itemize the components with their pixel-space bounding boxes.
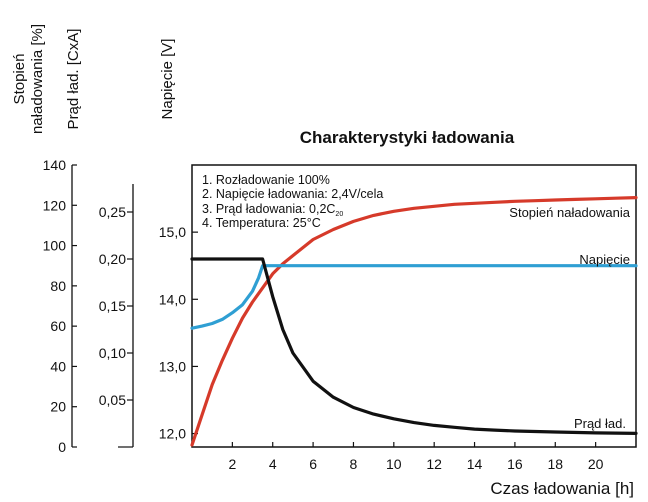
voltage-axis: 12,0 13,0 14,0 15,0 (159, 224, 198, 442)
voltage-tick-label: 13,0 (159, 358, 186, 374)
charge-tick-label: 140 (43, 157, 67, 173)
current-tick-label: 0,10 (99, 345, 126, 361)
note-3-subscript: 20 (335, 211, 343, 218)
x-tick-label: 16 (507, 456, 523, 472)
charge-axis-title-line2: naładowania [%] (29, 24, 46, 134)
x-axis: 2 4 6 8 10 12 14 16 18 20 (228, 442, 604, 472)
current-tick-label: 0,25 (99, 204, 126, 220)
current-axis: 0,05 0,10 0,15 0,20 0,25 (99, 184, 134, 448)
charge-tick-label: 120 (43, 197, 67, 213)
x-tick-label: 14 (467, 456, 483, 472)
note-3-text: 3. Prąd ładowania: 0,2C (202, 202, 335, 216)
charge-axis: 0 20 40 60 80 100 120 140 (43, 157, 77, 455)
charge-tick-label: 80 (50, 278, 66, 294)
x-tick-label: 10 (386, 456, 402, 472)
series-line-voltage (190, 264, 638, 330)
charge-tick-label: 40 (50, 358, 66, 374)
x-axis-title: Czas ładowania [h] (490, 479, 634, 498)
charge-tick-label: 20 (50, 399, 66, 415)
charge-tick-label: 60 (50, 318, 66, 334)
current-tick-label: 0,20 (99, 251, 126, 267)
series-line-current (190, 257, 638, 435)
current-tick-label: 0,15 (99, 298, 126, 314)
x-tick-label: 2 (228, 456, 236, 472)
current-axis-title: Prąd ład. [CxA] (65, 29, 82, 130)
voltage-tick-label: 14,0 (159, 291, 186, 307)
x-tick-label: 8 (350, 456, 358, 472)
chart-notes: 1. Rozładowanie 100% 2. Napięcie ładowan… (202, 173, 383, 230)
x-tick-label: 20 (588, 456, 604, 472)
voltage-tick-label: 12,0 (159, 426, 186, 442)
charge-axis-title-line1: Stopień (11, 54, 28, 105)
voltage-axis-title: Napięcie [V] (159, 39, 176, 120)
x-tick-label: 4 (269, 456, 277, 472)
note-3: 3. Prąd ładowania: 0,2C20 (202, 202, 343, 218)
x-tick-label: 18 (547, 456, 563, 472)
series-lines (190, 196, 638, 447)
x-tick-label: 6 (309, 456, 317, 472)
series-label-charge: Stopień naładowania (509, 205, 630, 220)
x-tick-label: 12 (426, 456, 442, 472)
plot-frame (191, 164, 637, 448)
series-label-voltage: Napięcie (579, 252, 630, 267)
charge-tick-label: 100 (43, 238, 67, 254)
chart-title: Charakterystyki ładowania (300, 128, 515, 147)
voltage-tick-label: 15,0 (159, 224, 186, 240)
charge-tick-label: 0 (58, 439, 66, 455)
note-4: 4. Temperatura: 25°C (202, 216, 321, 230)
current-tick-label: 0,05 (99, 392, 126, 408)
note-1: 1. Rozładowanie 100% (202, 173, 330, 187)
series-label-current: Prąd ład. (574, 416, 626, 431)
note-2: 2. Napięcie ładowania: 2,4V/cela (202, 187, 383, 201)
series-line-charge (190, 196, 638, 447)
